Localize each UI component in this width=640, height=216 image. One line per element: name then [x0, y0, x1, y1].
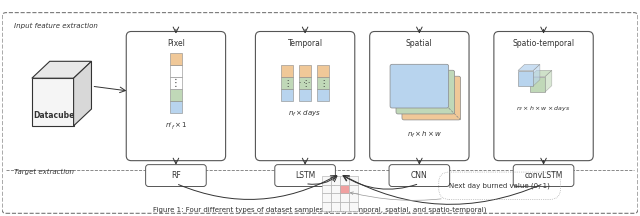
- Text: CNN: CNN: [411, 171, 428, 180]
- Bar: [281, 65, 293, 77]
- Text: $n'_f \times 1$: $n'_f \times 1$: [164, 121, 188, 132]
- Bar: [331, 184, 340, 194]
- Polygon shape: [32, 61, 92, 78]
- Bar: [299, 65, 311, 77]
- Bar: [331, 202, 340, 211]
- Polygon shape: [32, 78, 74, 126]
- Bar: [170, 89, 182, 101]
- Text: $n_f \times days$: $n_f \times days$: [289, 109, 322, 119]
- Bar: [322, 176, 331, 184]
- Bar: [340, 194, 349, 202]
- Text: Figure 1: Four different types of dataset samples (pixel, temporal, spatial, and: Figure 1: Four different types of datase…: [153, 207, 487, 213]
- Text: convLSTM: convLSTM: [524, 171, 563, 180]
- Bar: [170, 77, 182, 89]
- Bar: [281, 77, 293, 89]
- Text: Input feature extraction: Input feature extraction: [14, 22, 98, 29]
- Text: Next day burned value (0, 1): Next day burned value (0, 1): [351, 183, 550, 200]
- Polygon shape: [530, 70, 552, 76]
- Text: $n_f \times h \times w$: $n_f \times h \times w$: [408, 130, 443, 140]
- Bar: [340, 176, 349, 184]
- FancyBboxPatch shape: [389, 165, 450, 186]
- FancyBboxPatch shape: [390, 64, 449, 108]
- Text: ⋮: ⋮: [171, 78, 181, 88]
- Text: Pixel: Pixel: [167, 40, 185, 48]
- Text: · · ·: · · ·: [300, 80, 311, 86]
- FancyBboxPatch shape: [513, 165, 574, 186]
- Text: $n_f \times h \times w \times days$: $n_f \times h \times w \times days$: [516, 104, 571, 113]
- Bar: [170, 65, 182, 77]
- Bar: [340, 202, 349, 211]
- Text: Spatial: Spatial: [406, 40, 433, 48]
- Bar: [340, 184, 349, 194]
- FancyBboxPatch shape: [126, 32, 226, 161]
- FancyBboxPatch shape: [255, 32, 355, 161]
- Bar: [322, 202, 331, 211]
- Text: Spatio-temporal: Spatio-temporal: [513, 40, 575, 48]
- Text: Datacube: Datacube: [33, 111, 74, 121]
- FancyBboxPatch shape: [370, 32, 469, 161]
- Bar: [170, 53, 182, 65]
- Polygon shape: [545, 70, 552, 92]
- Bar: [349, 184, 358, 194]
- Bar: [349, 202, 358, 211]
- Bar: [518, 71, 533, 86]
- Polygon shape: [542, 76, 564, 83]
- Text: Target extraction: Target extraction: [14, 169, 74, 175]
- FancyBboxPatch shape: [275, 165, 335, 186]
- Text: ⋮: ⋮: [301, 79, 309, 88]
- Bar: [322, 184, 331, 194]
- FancyBboxPatch shape: [396, 70, 454, 114]
- Text: ⋮: ⋮: [319, 79, 327, 88]
- Polygon shape: [74, 61, 92, 126]
- Bar: [349, 194, 358, 202]
- Polygon shape: [533, 64, 540, 86]
- Polygon shape: [557, 76, 564, 98]
- FancyBboxPatch shape: [494, 32, 593, 161]
- Bar: [530, 76, 545, 92]
- Text: Temporal: Temporal: [287, 40, 323, 48]
- Bar: [317, 89, 329, 101]
- Text: ⋮: ⋮: [283, 79, 291, 88]
- Bar: [281, 89, 293, 101]
- Bar: [331, 176, 340, 184]
- Bar: [349, 176, 358, 184]
- Bar: [542, 83, 557, 98]
- Polygon shape: [518, 64, 540, 71]
- FancyBboxPatch shape: [402, 76, 461, 120]
- Bar: [331, 194, 340, 202]
- Bar: [299, 77, 311, 89]
- Bar: [170, 101, 182, 113]
- Bar: [299, 89, 311, 101]
- Bar: [322, 194, 331, 202]
- Text: RF: RF: [171, 171, 181, 180]
- Bar: [317, 77, 329, 89]
- FancyBboxPatch shape: [146, 165, 206, 186]
- Bar: [317, 65, 329, 77]
- Text: LSTM: LSTM: [295, 171, 316, 180]
